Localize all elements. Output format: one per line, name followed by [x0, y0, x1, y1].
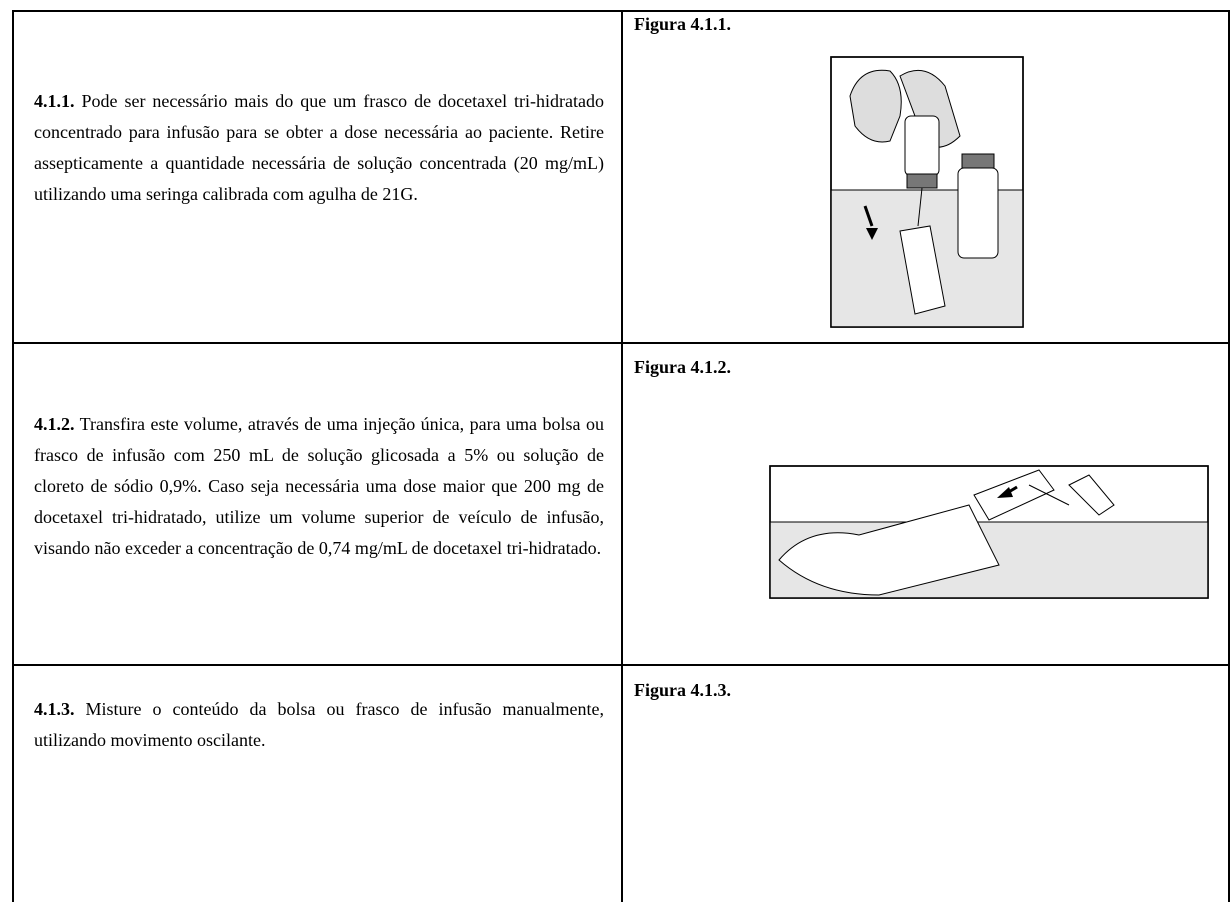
step-number: 4.1.3. — [34, 699, 75, 719]
step-body: Pode ser necessário mais do que um frasc… — [34, 91, 605, 204]
figure-illustration — [830, 56, 1024, 328]
step-text: 4.1.2. Transfira este volume, através de… — [34, 409, 604, 564]
figure-label: Figura 4.1.1. — [634, 14, 731, 34]
figure-label: Figura 4.1.3. — [634, 680, 731, 700]
figure-label: Figura 4.1.2. — [634, 357, 731, 377]
step-text: 4.1.3. Misture o conteúdo da bolsa ou fr… — [34, 694, 604, 756]
step-body: Transfira este volume, através de uma in… — [34, 414, 604, 558]
step-number: 4.1.1. — [34, 91, 75, 111]
figure-illustration — [769, 465, 1209, 599]
step-number: 4.1.2. — [34, 414, 75, 434]
step-body: Misture o conteúdo da bolsa ou frasco de… — [34, 699, 604, 750]
step-text: 4.1.1. Pode ser necessário mais do que u… — [34, 86, 604, 210]
